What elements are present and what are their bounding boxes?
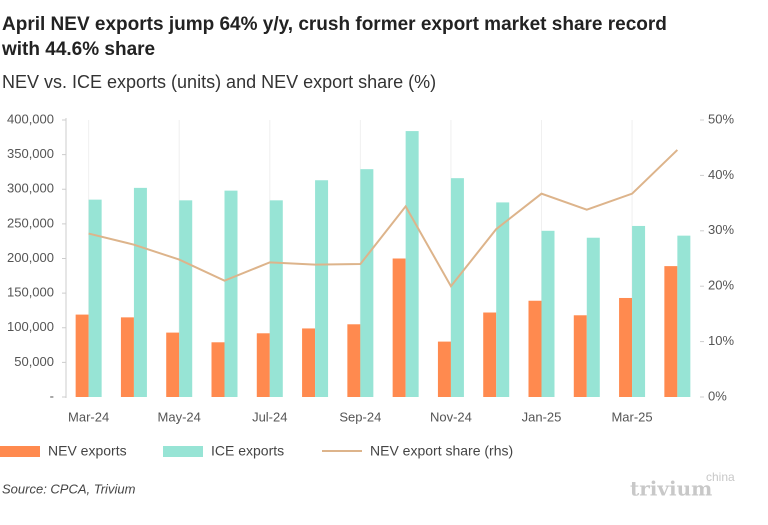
bar [360,169,374,397]
y2-tick-label: 40% [708,167,734,182]
x-tick-label: Nov-24 [430,409,472,424]
legend-label: NEV export share (rhs) [370,443,513,459]
bar [677,235,691,397]
y2-tick-label: 10% [708,333,734,348]
y2-tick-label: 50% [708,111,734,126]
y-tick-label: 150,000 [7,285,54,300]
bar [405,131,419,397]
x-tick-label: Mar-25 [611,409,652,424]
y2-tick-label: 30% [708,222,734,237]
bar [528,300,542,397]
x-tick-label: Jan-25 [522,409,562,424]
y-tick-label: 300,000 [7,181,54,196]
y-tick-label: 350,000 [7,146,54,161]
bar [269,200,283,397]
bar [179,200,193,397]
bar [664,266,678,397]
bar [619,297,633,397]
x-tick-label: May-24 [158,409,201,424]
bar [224,190,238,397]
bar [75,314,89,397]
bar [133,187,147,397]
bar [315,180,329,397]
bar [483,312,497,397]
bar [541,230,555,397]
y-tick-label: 50,000 [14,354,54,369]
y-tick-label: 200,000 [7,250,54,265]
y2-tick-label: 0% [708,388,727,403]
y-tick-label: 400,000 [7,111,54,126]
source: Source: CPCA, Trivium [2,481,136,496]
legend-swatch [0,446,40,457]
y-tick-label: 250,000 [7,215,54,230]
bar [437,341,451,397]
legend-swatch [163,446,203,457]
bar [573,315,587,397]
bar [496,202,510,397]
bar [450,178,464,397]
y-tick-label: 100,000 [7,319,54,334]
legend-label: NEV exports [48,443,127,459]
chart-title: with 44.6% share [1,39,155,60]
y-tick-label: - [50,388,54,403]
bar [256,333,270,397]
bar [632,225,646,397]
bar [166,332,180,397]
y2-tick-label: 20% [708,278,734,293]
bar [392,258,406,397]
legend-label: ICE exports [211,443,284,459]
bar [347,324,361,397]
logo: trivium [630,477,712,501]
x-tick-label: Mar-24 [68,409,109,424]
bar [120,317,134,397]
line [88,149,679,288]
bar [88,199,102,397]
chart-title: April NEV exports jump 64% y/y, crush fo… [2,14,667,35]
logo-sup: china [706,470,735,484]
bar [586,237,600,397]
bar [302,328,316,397]
x-tick-label: Sep-24 [339,409,381,424]
chart-subtitle: NEV vs. ICE exports (units) and NEV expo… [2,72,436,92]
x-tick-label: Jul-24 [252,409,287,424]
bar [211,342,225,397]
